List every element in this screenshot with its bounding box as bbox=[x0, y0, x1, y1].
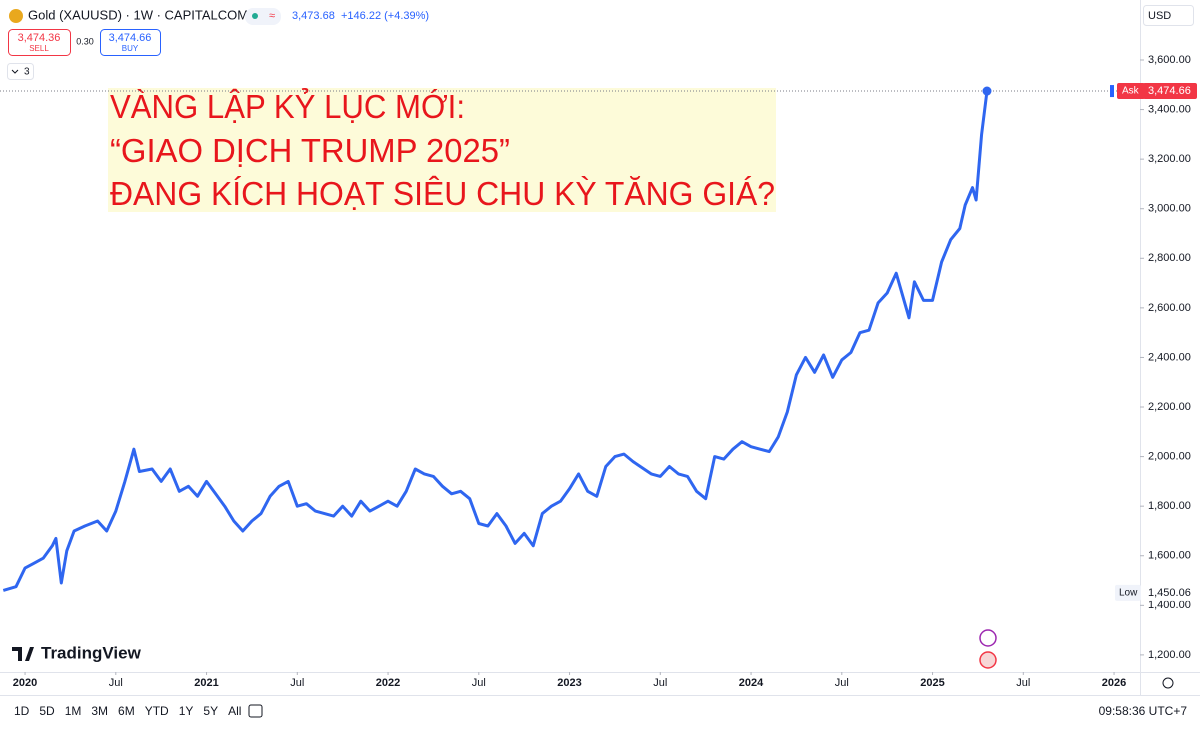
low-price: 1,450.06 bbox=[1148, 587, 1191, 599]
last-point bbox=[982, 86, 992, 96]
low-price-tag bbox=[1143, 584, 1197, 601]
annotation-line: ĐANG KÍCH HOẠT SIÊU CHU KỲ TĂNG GIÁ? bbox=[110, 175, 775, 212]
y-tick-label: 1,600.00 bbox=[1148, 550, 1191, 562]
x-tick-label: 2020 bbox=[13, 677, 37, 689]
sell-button[interactable] bbox=[8, 29, 71, 56]
range-button[interactable]: 1D bbox=[14, 704, 30, 718]
spread: 0.30 bbox=[76, 36, 94, 46]
y-tick-label: 2,200.00 bbox=[1148, 401, 1191, 413]
x-tick-label: Jul bbox=[472, 677, 486, 689]
low-tag bbox=[1115, 584, 1141, 601]
ask-name: Ask bbox=[1122, 86, 1140, 97]
x-tick-label: 2026 bbox=[1102, 677, 1126, 689]
y-tick-label: 3,400.00 bbox=[1148, 103, 1191, 115]
chevron-icon bbox=[11, 69, 19, 74]
x-tick-label: 2025 bbox=[920, 677, 944, 689]
brand-logo bbox=[12, 647, 34, 661]
x-tick-label: 2023 bbox=[557, 677, 581, 689]
x-tick-label: Jul bbox=[1016, 677, 1030, 689]
brand-name: TradingView bbox=[41, 643, 142, 662]
x-tick-label: Jul bbox=[109, 677, 123, 689]
symbol-logo bbox=[9, 9, 23, 23]
ask-price: 3,474.66 bbox=[1148, 85, 1191, 97]
range-button[interactable]: 6M bbox=[118, 704, 135, 718]
last-price: 3,473.68 bbox=[292, 10, 335, 22]
annotation-line: “GIAO DỊCH TRUMP 2025” bbox=[110, 132, 510, 169]
date-range-icon[interactable] bbox=[248, 704, 263, 718]
annotation-line: VÀNG LẬP KỶ LỤC MỚI: bbox=[110, 88, 465, 125]
range-button[interactable]: 1M bbox=[65, 704, 82, 718]
price-line bbox=[2, 90, 989, 592]
status-icon: ≈ bbox=[269, 10, 275, 22]
clock: 09:58:36 UTC+7 bbox=[1099, 704, 1188, 718]
buy-price: 3,474.66 bbox=[109, 32, 152, 44]
y-tick-label: 3,000.00 bbox=[1148, 203, 1191, 215]
range-button[interactable]: 1Y bbox=[179, 704, 194, 718]
y-tick-label: 2,600.00 bbox=[1148, 302, 1191, 314]
x-tick-label: Jul bbox=[835, 677, 849, 689]
status-pill[interactable] bbox=[245, 8, 281, 25]
status-dot bbox=[252, 13, 258, 19]
y-tick-label: 2,400.00 bbox=[1148, 351, 1191, 363]
buy-label: BUY bbox=[122, 44, 139, 53]
y-tick-label: 1,800.00 bbox=[1148, 500, 1191, 512]
price-change: +146.22 (+4.39%) bbox=[341, 10, 429, 22]
x-tick-label: Jul bbox=[653, 677, 667, 689]
ask-tag bbox=[1117, 83, 1145, 100]
symbol-title[interactable]: Gold (XAUUSD) · 1W · CAPITALCOM bbox=[28, 7, 248, 22]
y-tick-label: 1,400.00 bbox=[1148, 599, 1191, 611]
annotation-box bbox=[108, 88, 776, 212]
ask-price-tag bbox=[1143, 83, 1197, 100]
range-button[interactable]: 5D bbox=[39, 704, 55, 718]
y-tick-label: 3,600.00 bbox=[1148, 54, 1191, 66]
x-tick-label: Jul bbox=[290, 677, 304, 689]
x-tick-label: 2021 bbox=[194, 677, 218, 689]
buy-button[interactable] bbox=[100, 29, 161, 56]
x-tick-label: 2022 bbox=[376, 677, 400, 689]
range-button[interactable]: All bbox=[228, 704, 241, 718]
x-tick-label: 2024 bbox=[739, 677, 764, 689]
y-tick-label: 2,800.00 bbox=[1148, 252, 1191, 264]
event-icon[interactable] bbox=[979, 651, 997, 669]
event-icon[interactable] bbox=[979, 629, 997, 647]
currency-button[interactable] bbox=[1143, 5, 1194, 26]
currency: USD bbox=[1148, 10, 1171, 22]
ask-marker bbox=[1110, 85, 1114, 98]
range-button[interactable]: YTD bbox=[145, 704, 169, 718]
indicators-toggle[interactable] bbox=[7, 63, 34, 80]
range-button[interactable]: 5Y bbox=[203, 704, 218, 718]
y-tick-label: 3,200.00 bbox=[1148, 153, 1191, 165]
sell-price: 3,474.36 bbox=[18, 32, 61, 44]
settings-icon[interactable] bbox=[1162, 677, 1174, 689]
low-name: Low bbox=[1119, 588, 1138, 599]
sell-label: SELL bbox=[29, 44, 49, 53]
indicators-count: 3 bbox=[24, 67, 30, 78]
range-button[interactable]: 3M bbox=[91, 704, 108, 718]
y-tick-label: 1,200.00 bbox=[1148, 649, 1191, 661]
y-tick-label: 2,000.00 bbox=[1148, 450, 1191, 462]
